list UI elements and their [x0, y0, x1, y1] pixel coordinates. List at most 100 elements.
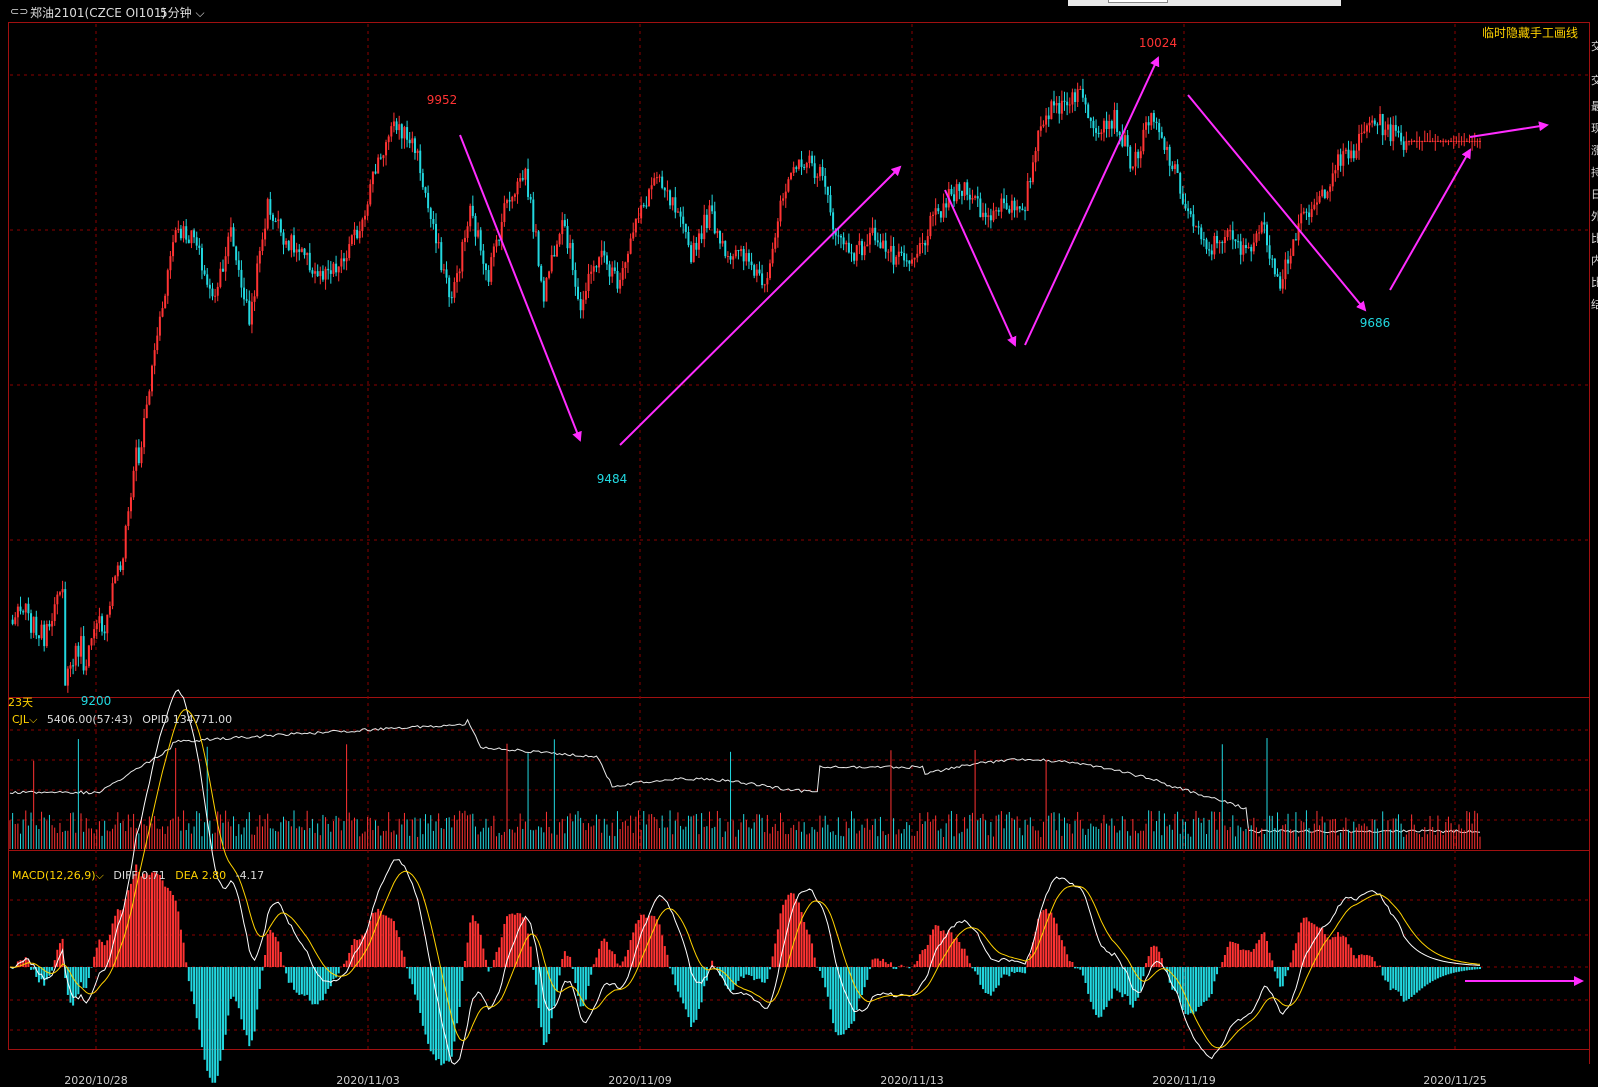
candle-body	[632, 232, 635, 239]
candle-body	[19, 606, 22, 612]
candle-body	[216, 286, 219, 296]
candle-body	[719, 230, 722, 244]
candle-body	[1173, 164, 1176, 170]
candle-body	[548, 271, 551, 278]
candle-body	[903, 253, 906, 261]
candle-body	[432, 219, 435, 224]
candle-body	[776, 221, 779, 238]
candle-body	[1097, 132, 1100, 135]
candle-body	[816, 176, 819, 178]
candle-body	[534, 231, 537, 233]
macd-indicator-dropdown[interactable]: MACD(12,26,9)⌵	[12, 869, 104, 882]
candle-body	[882, 240, 885, 249]
candle-body	[445, 269, 448, 278]
candle-body	[963, 182, 966, 196]
candle-body	[805, 162, 808, 168]
candle-body	[132, 470, 135, 498]
candle-body	[90, 638, 93, 646]
chain-link-icon[interactable]: ⊂⊃	[10, 5, 29, 18]
instrument-label[interactable]: 郑油2101(CZCE OI101)	[30, 6, 167, 20]
candle-body	[306, 252, 309, 256]
candle-body	[379, 157, 382, 159]
candle-body	[918, 243, 921, 254]
floating-toolbar-strip[interactable]	[1068, 0, 1341, 6]
candle-body	[1229, 230, 1232, 232]
candle-body	[1329, 186, 1332, 192]
candle-body	[377, 157, 380, 174]
candle-body	[435, 223, 438, 244]
candle-body	[803, 166, 806, 168]
candle-body	[766, 278, 769, 285]
candle-body	[555, 244, 558, 257]
candle-body	[345, 258, 348, 262]
candle-body	[111, 583, 114, 606]
manual-trend-arrows[interactable]	[459, 56, 1584, 986]
candle-body	[271, 214, 274, 221]
candle-body	[274, 220, 277, 222]
chevron-down-icon: ⌵	[191, 6, 205, 20]
candle-body	[382, 155, 385, 159]
candle-body	[1152, 113, 1155, 122]
candle-body	[1410, 140, 1413, 142]
candle-body	[1300, 213, 1303, 224]
candle-body	[190, 230, 193, 244]
candle-body	[1400, 132, 1403, 142]
candle-body	[35, 616, 38, 636]
candle-body	[716, 230, 719, 234]
candle-body	[1018, 206, 1021, 209]
candle-body	[303, 248, 306, 256]
candle-body	[871, 227, 874, 233]
candle-body	[227, 236, 230, 257]
diff-line	[9, 689, 1481, 1065]
candle-body	[53, 604, 56, 622]
candle-body	[48, 623, 51, 627]
candle-body	[95, 623, 98, 630]
candle-body	[1379, 114, 1382, 126]
candle-body	[577, 286, 580, 300]
candle-body	[603, 250, 606, 256]
candle-body	[403, 127, 406, 139]
candle-body	[1063, 100, 1066, 102]
candle-body	[300, 248, 303, 252]
candle-body	[700, 233, 703, 240]
candle-body	[469, 205, 472, 227]
candle-body	[198, 245, 201, 248]
candle-body	[1223, 237, 1226, 244]
candle-body	[774, 237, 777, 249]
candle-body	[1031, 162, 1034, 183]
hide-manual-lines-button[interactable]: 临时隐藏手工画线	[1482, 26, 1579, 40]
candle-body	[295, 249, 298, 253]
candle-body	[314, 271, 317, 274]
candle-body	[69, 665, 72, 669]
days-label: 23天	[8, 696, 33, 709]
volume-indicator-dropdown[interactable]: CJL⌵	[12, 713, 37, 726]
candle-body	[30, 613, 33, 633]
candle-body	[676, 211, 679, 213]
candle-body	[753, 265, 756, 276]
candle-body	[1208, 249, 1211, 251]
candle-body	[1247, 246, 1250, 249]
candle-body	[787, 179, 790, 192]
period-dropdown[interactable]: 5分钟 ⌵	[160, 4, 205, 21]
candle-body	[579, 299, 582, 311]
candle-body	[1221, 242, 1224, 244]
candle-body	[193, 230, 196, 238]
candle-body	[1100, 132, 1103, 135]
candle-body	[1339, 154, 1342, 166]
candle-body	[16, 606, 19, 618]
candle-body	[876, 240, 879, 243]
candle-body	[868, 232, 871, 245]
candle-body	[329, 270, 332, 274]
candle-body	[1134, 151, 1137, 167]
candle-body	[327, 268, 330, 271]
candle-body	[640, 205, 643, 219]
candle-body	[1047, 115, 1050, 120]
candle-body	[992, 210, 995, 221]
open-interest-polyline	[9, 718, 1481, 834]
candle-body	[1013, 200, 1016, 211]
candle-body	[245, 299, 248, 301]
trend-arrow	[944, 189, 1017, 347]
candle-body	[319, 271, 322, 277]
candle-body	[600, 250, 603, 258]
